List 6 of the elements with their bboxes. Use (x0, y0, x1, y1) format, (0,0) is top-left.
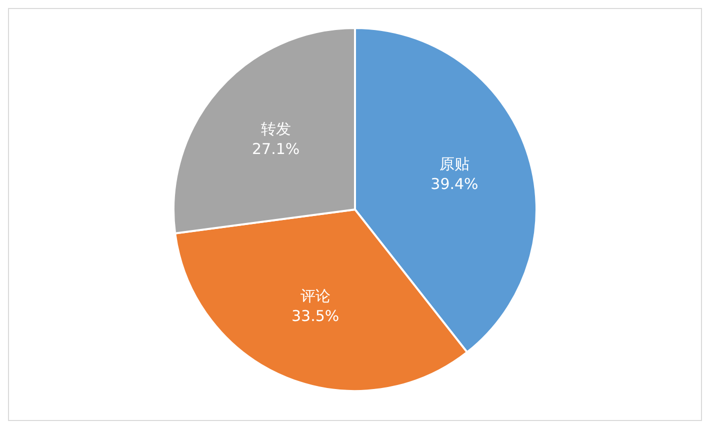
data-label: 39.4% (430, 174, 478, 193)
slice-label: 转发 (260, 120, 291, 138)
slice-label: 评论 (300, 286, 330, 305)
data-label: 33.5% (292, 306, 340, 325)
slice-label: 原贴 (439, 154, 470, 173)
data-label: 27.1% (252, 140, 300, 158)
